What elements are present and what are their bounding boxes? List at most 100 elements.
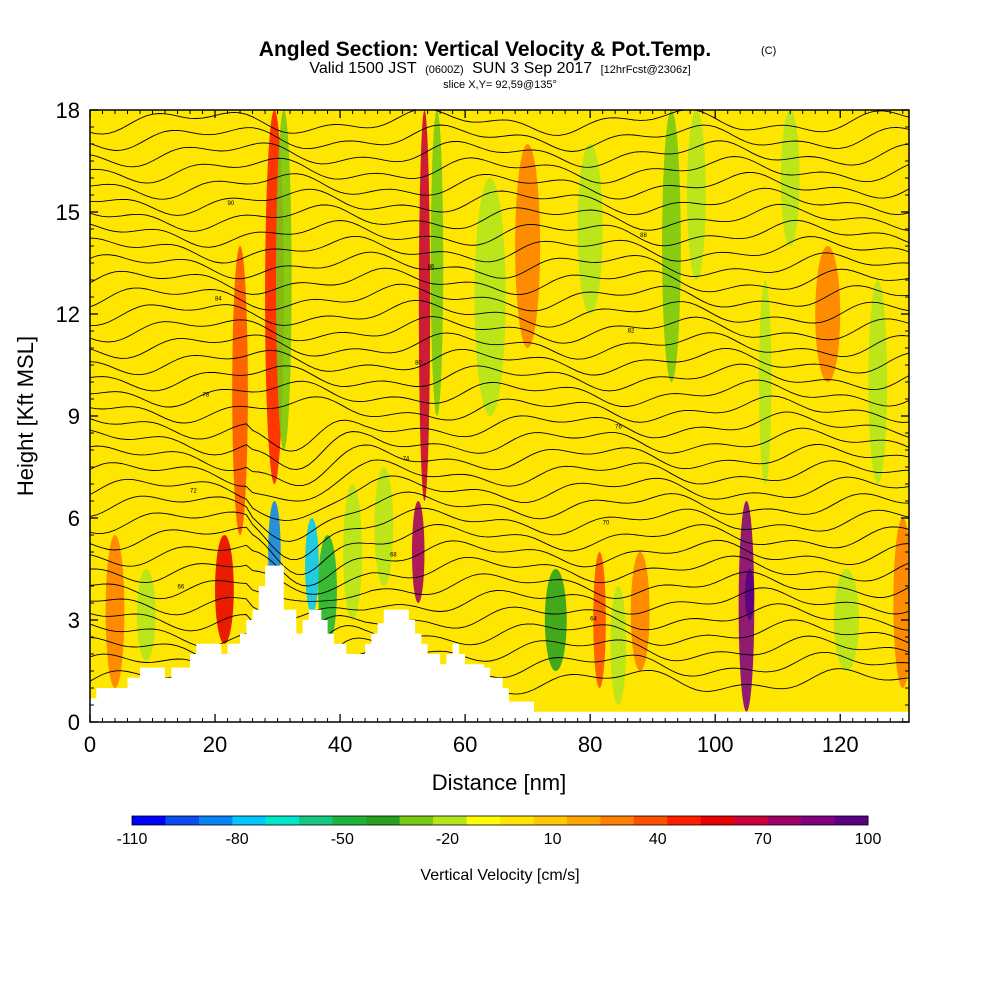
isentrope-line: [90, 140, 909, 168]
colorbar-tick-label: -20: [436, 831, 459, 848]
colorbar-swatch: [198, 816, 233, 825]
isentrope-label: 76: [615, 425, 622, 431]
y-axis: 0 3 6 9 12 15 18: [56, 98, 909, 735]
velocity-band: [474, 178, 506, 416]
isentrope-line: [90, 539, 909, 587]
isentrope-line: [90, 299, 909, 328]
velocity-band: [343, 484, 362, 620]
colorbar-swatch: [834, 816, 869, 825]
isentrope-line: [90, 491, 909, 542]
colorbar-tick-label: 10: [544, 831, 562, 848]
isentrope-line: [90, 395, 909, 424]
isentrope-line: [90, 267, 909, 296]
y-tick-label: 12: [56, 302, 80, 327]
isentrope-line: [90, 524, 909, 576]
velocity-band: [780, 110, 800, 246]
colorbar-swatch: [232, 816, 267, 825]
colorbar-swatch: [466, 816, 501, 825]
colorbar-tick-label: -110: [117, 831, 148, 848]
colorbar-swatch: [265, 816, 300, 825]
colorbar-title: Vertical Velocity [cm/s]: [420, 867, 579, 884]
chart-title: Angled Section: Vertical Velocity & Pot.…: [259, 38, 711, 61]
velocity-band: [305, 518, 319, 614]
x-axis: 0 20 40 60 80 100 120: [84, 110, 904, 757]
velocity-band: [418, 110, 431, 501]
colorbar-tick-label: 40: [649, 831, 667, 848]
isentrope-label: 68: [390, 552, 397, 558]
isentrope-line: [90, 203, 909, 232]
slice-label: slice X,Y= 92,59@135°: [443, 79, 557, 91]
terrain: [90, 565, 909, 722]
colorbar-swatch: [332, 816, 367, 825]
isentrope-label: 90: [228, 201, 235, 207]
valid-time-label: Valid 1500 JST: [309, 60, 417, 77]
isentrope-line: [90, 507, 909, 561]
isentrope-line: [90, 411, 909, 452]
colorbar-swatch: [533, 816, 568, 825]
velocity-band: [833, 569, 859, 671]
isentrope-line: [90, 587, 909, 620]
isentrope-line: [90, 475, 909, 521]
isentrope-line: [90, 379, 909, 408]
isentrope-line: [90, 110, 909, 136]
y-tick-label: 0: [68, 710, 80, 735]
x-tick-label: 100: [697, 732, 734, 757]
colorbar-tick-label: -50: [331, 831, 354, 848]
velocity-band: [893, 518, 909, 688]
colorbar-swatch: [132, 816, 166, 825]
velocity-band: [868, 280, 888, 484]
y-tick-label: 15: [56, 200, 80, 225]
colorbar-swatch: [700, 816, 735, 825]
isentrope-label: 86: [428, 265, 435, 271]
colorbar-swatch: [366, 816, 401, 825]
isentrope-line: [90, 347, 909, 376]
isentrope-line: [90, 555, 909, 595]
forecast-label: [12hrFcst@2306z]: [601, 64, 691, 76]
isentrope-line: [90, 571, 909, 602]
isentrope-line: [90, 427, 909, 471]
colorbar-swatch: [500, 816, 534, 825]
terrain-mask: [90, 565, 909, 722]
y-tick-label: 6: [68, 506, 80, 531]
y-tick-label: 3: [68, 608, 80, 633]
isentrope-line: [90, 444, 909, 487]
x-tick-label: 40: [328, 732, 352, 757]
velocity-band: [662, 110, 681, 382]
isentrope-line: [90, 316, 909, 344]
isentrope-label: 64: [590, 616, 597, 622]
isentrope-label: 70: [603, 520, 610, 526]
valid-date-label: SUN 3 Sep 2017: [472, 60, 592, 77]
x-tick-label: 20: [203, 732, 227, 757]
valid-utc-label: (0600Z): [425, 64, 464, 76]
colorbar-swatch: [433, 816, 468, 825]
isentrope-label: 74: [403, 456, 410, 462]
isentrope-label: 88: [640, 233, 647, 239]
velocity-band: [610, 586, 627, 705]
colorbar-swatch: [633, 816, 668, 825]
velocity-band: [758, 280, 772, 484]
isentrope-line: [90, 459, 909, 502]
isentrope-line: [90, 124, 909, 152]
velocity-band: [105, 535, 125, 688]
potential-temperature-contours: 60626466687072747678808284868890: [90, 110, 909, 711]
velocity-band: [744, 569, 755, 620]
isentrope-line: [90, 187, 909, 216]
isentrope-line: [90, 235, 909, 264]
colorbar-frame: [131, 815, 869, 826]
x-tick-label: 120: [822, 732, 859, 757]
x-tick-label: 60: [453, 732, 477, 757]
isentrope-line: [90, 603, 909, 641]
isentrope-label: 80: [415, 361, 422, 367]
velocity-band: [215, 535, 234, 644]
velocity-band: [430, 110, 444, 416]
velocity-band: [275, 110, 292, 450]
isentrope-label: 84: [215, 297, 222, 303]
y-tick-label: 18: [56, 98, 80, 123]
velocity-band: [544, 569, 567, 671]
colorbar-swatch: [767, 816, 802, 825]
colorbar-swatch: [600, 816, 635, 825]
colorbar-swatch: [299, 816, 334, 825]
isentrope-label: 66: [178, 584, 185, 590]
velocity-band: [687, 110, 706, 280]
